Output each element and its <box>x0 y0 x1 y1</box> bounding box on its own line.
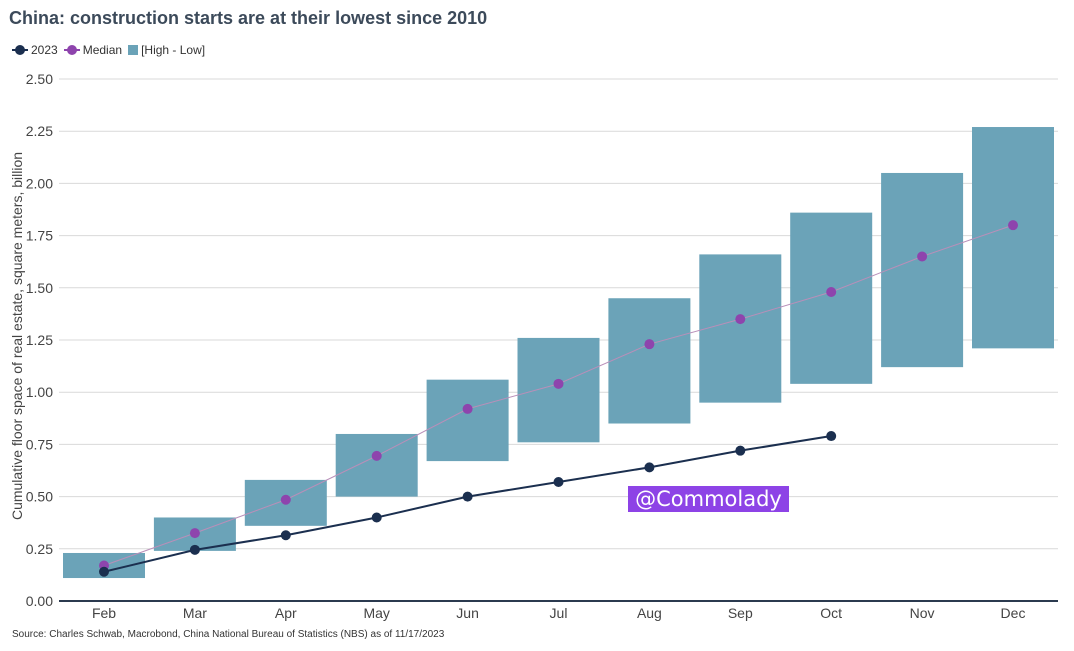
legend-line-marker <box>63 45 80 55</box>
series-2023-point <box>826 431 837 442</box>
legend-label: [High - Low] <box>141 43 206 57</box>
series-2023-point <box>462 491 473 502</box>
series-2023-point <box>189 544 200 555</box>
y-tick-label: 0.50 <box>26 489 53 505</box>
median-point <box>553 378 564 389</box>
legend-line-marker <box>12 45 28 55</box>
legend-label: 2023 <box>31 43 58 57</box>
range-box <box>699 254 782 403</box>
x-tick-label: Apr <box>275 605 297 621</box>
x-tick-label: Mar <box>183 605 207 621</box>
median-point <box>826 286 837 297</box>
x-tick-label: Sep <box>728 605 753 621</box>
series-2023-point <box>553 476 564 487</box>
series-2023-point <box>735 445 746 456</box>
range-box <box>335 433 418 497</box>
y-tick-label: 0.75 <box>26 436 53 452</box>
x-tick-label: Aug <box>637 605 662 621</box>
y-tick-label: 1.25 <box>26 332 53 348</box>
x-tick-label: Feb <box>92 605 116 621</box>
legend-item-range: [High - Low] <box>128 43 205 57</box>
x-tick-label: Dec <box>1001 605 1026 621</box>
y-tick-label: 1.50 <box>26 280 53 296</box>
x-tick-label: Jul <box>550 605 568 621</box>
x-tick-label: Oct <box>820 605 842 621</box>
chart-title: China: construction starts are at their … <box>9 8 488 28</box>
y-tick-label: 0.25 <box>26 541 53 557</box>
legend-box-marker <box>128 45 139 55</box>
median-point <box>462 403 473 414</box>
series-2023-point <box>99 566 109 577</box>
series-2023-point <box>280 530 291 541</box>
y-tick-label: 1.75 <box>26 228 53 244</box>
chart-legend: 2023 Median [High - Low] <box>12 42 211 58</box>
range-box <box>608 298 691 424</box>
series-2023-point <box>644 462 655 473</box>
range-box <box>517 337 600 443</box>
range-box <box>881 172 964 368</box>
y-tick-label: 1.00 <box>26 384 53 400</box>
x-tick-label: Jun <box>456 605 479 621</box>
series-2023-point <box>371 512 382 523</box>
x-tick-label: Nov <box>910 605 935 621</box>
source-note: Source: Charles Schwab, Macrobond, China… <box>12 629 445 640</box>
y-tick-label: 2.50 <box>26 71 53 87</box>
x-tick-label: May <box>363 605 389 621</box>
median-point <box>735 314 746 325</box>
range-box <box>972 127 1054 349</box>
range-box <box>790 212 873 384</box>
median-point <box>644 339 655 350</box>
median-point <box>280 494 291 505</box>
median-point <box>1008 220 1018 231</box>
median-point <box>189 528 200 539</box>
y-tick-label: 2.00 <box>26 175 53 191</box>
legend-item-2023: 2023 <box>12 43 58 57</box>
median-point <box>371 450 382 461</box>
y-tick-label: 2.25 <box>26 123 53 139</box>
y-tick-label: 0.00 <box>26 593 53 609</box>
median-point <box>917 251 928 262</box>
legend-item-median: Median <box>63 43 123 57</box>
range-box <box>426 379 509 462</box>
legend-label: Median <box>82 43 123 57</box>
watermark: @Commolady <box>628 486 789 512</box>
